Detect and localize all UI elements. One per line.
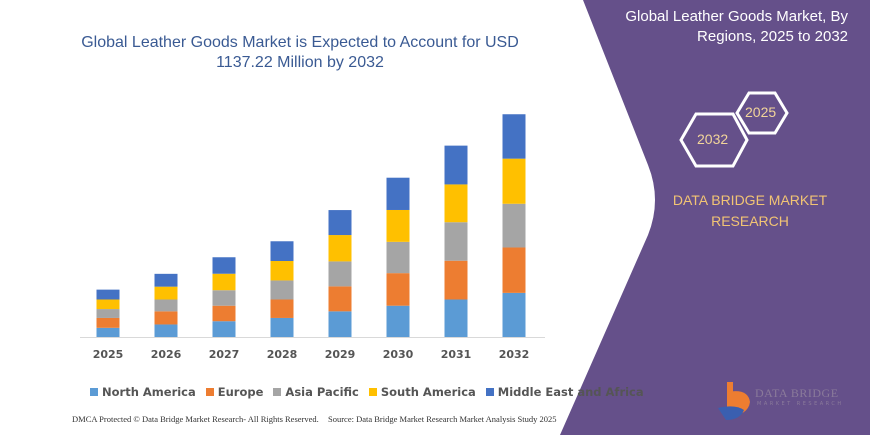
hexagon-2025	[735, 91, 789, 135]
bar-segment-europe-2031	[444, 260, 468, 300]
bar-segment-south-america-2028	[270, 261, 294, 281]
legend-item-south-america: South America	[368, 385, 476, 399]
bar-segment-south-america-2029	[328, 235, 352, 262]
x-tick-label-2028: 2028	[267, 348, 298, 361]
x-tick-label-2026: 2026	[151, 348, 182, 361]
bar-segment-south-america-2027	[212, 273, 236, 291]
legend-swatch	[485, 388, 494, 396]
legend-swatch	[90, 388, 98, 396]
bar-segment-middle-east-and-africa-2032	[502, 114, 526, 159]
x-tick-label-2030: 2030	[383, 348, 414, 361]
bar-segment-north-america-2032	[502, 292, 526, 337]
legend-label: Middle East and Africa	[497, 385, 644, 399]
stacked-bar-chart: 2025 2026 2027 2028 2029 2030 2031 2032	[80, 114, 545, 361]
bar-segment-south-america-2030	[386, 209, 410, 242]
bar-segment-asia-pacific-2025	[96, 309, 120, 318]
footer-copyright: DMCA Protected © Data Bridge Market Rese…	[72, 414, 319, 424]
bar-segment-asia-pacific-2028	[270, 280, 294, 300]
bar-segment-middle-east-and-africa-2028	[270, 241, 294, 262]
bar-segment-europe-2028	[270, 299, 294, 318]
bar-segment-europe-2029	[328, 286, 352, 312]
x-tick-label-2031: 2031	[441, 348, 472, 361]
bar-segment-north-america-2028	[270, 317, 294, 337]
bar-segment-asia-pacific-2029	[328, 261, 352, 287]
bar-segment-asia-pacific-2031	[444, 222, 468, 261]
x-tick-label-2032: 2032	[499, 348, 530, 361]
brand-text: DATA BRIDGE MARKET RESEARCH	[670, 190, 830, 232]
x-tick-label-2025: 2025	[93, 348, 124, 361]
legend-item-middle-east-africa: Middle East and Africa	[485, 385, 644, 399]
logo-text: DATA BRIDGE	[755, 386, 839, 400]
legend-label: North America	[102, 385, 196, 399]
bar-segment-north-america-2027	[212, 321, 236, 337]
hex-label-2032: 2032	[697, 131, 729, 147]
bar-segment-middle-east-and-africa-2026	[154, 273, 178, 287]
chart-title-line-2: 1137.22 Million by 2032	[216, 54, 384, 71]
hexagon-2032	[679, 112, 749, 168]
data-bridge-logo-icon	[718, 382, 750, 420]
hex-label-2025: 2025	[745, 104, 777, 120]
bar-segment-south-america-2025	[96, 299, 120, 310]
legend-label: Europe	[217, 385, 264, 399]
logo-subtext: MARKET RESEARCH	[757, 401, 844, 407]
legend-item-asia-pacific: Asia Pacific	[273, 385, 359, 399]
bar-segment-south-america-2031	[444, 184, 468, 223]
legend-swatch	[368, 388, 377, 396]
bar-segment-asia-pacific-2026	[154, 299, 178, 312]
legend: North America Europe Asia Pacific South …	[90, 385, 644, 399]
purple-side-panel	[560, 0, 870, 435]
bar-segment-europe-2032	[502, 247, 526, 293]
bar-segment-europe-2030	[386, 273, 410, 306]
bars-group	[96, 114, 526, 337]
bar-segment-asia-pacific-2032	[502, 203, 526, 248]
footer-source: Source: Data Bridge Market Research Mark…	[328, 414, 557, 424]
bar-segment-middle-east-and-africa-2031	[444, 145, 468, 185]
x-tick-label-2029: 2029	[325, 348, 356, 361]
side-panel-title: Global Leather Goods Market, By Regions,…	[625, 7, 848, 47]
x-tick-label-2027: 2027	[209, 348, 240, 361]
bar-segment-middle-east-and-africa-2030	[386, 177, 410, 210]
legend-item-europe: Europe	[205, 385, 264, 399]
bar-segment-europe-2026	[154, 311, 178, 325]
bar-segment-north-america-2030	[386, 305, 410, 337]
bar-segment-north-america-2025	[96, 327, 120, 337]
bar-segment-south-america-2032	[502, 158, 526, 204]
bar-segment-north-america-2026	[154, 324, 178, 337]
bar-segment-europe-2025	[96, 317, 120, 328]
bar-segment-south-america-2026	[154, 286, 178, 300]
bar-segment-asia-pacific-2027	[212, 290, 236, 306]
side-title-line-2: Regions, 2025 to 2032	[697, 28, 848, 45]
legend-swatch	[273, 388, 282, 396]
bar-segment-middle-east-and-africa-2025	[96, 289, 120, 300]
x-tick-labels: 2025 2026 2027 2028 2029 2030 2031 2032	[93, 348, 530, 361]
brand-line-1: DATA BRIDGE MARKET	[672, 192, 828, 208]
chart-title-line-1: Global Leather Goods Market is Expected …	[81, 34, 519, 51]
bar-segment-middle-east-and-africa-2029	[328, 210, 352, 236]
legend-label: South America	[380, 385, 476, 399]
side-title-line-1: Global Leather Goods Market, By	[625, 8, 848, 25]
bar-segment-europe-2027	[212, 305, 236, 322]
bar-segment-asia-pacific-2030	[386, 241, 410, 274]
legend-item-north-america: North America	[90, 385, 196, 399]
legend-swatch	[205, 388, 214, 396]
bar-segment-middle-east-and-africa-2027	[212, 257, 236, 274]
bar-segment-north-america-2031	[444, 299, 468, 337]
bar-segment-north-america-2029	[328, 311, 352, 337]
legend-label: Asia Pacific	[285, 385, 359, 399]
brand-line-2: RESEARCH	[711, 213, 789, 229]
